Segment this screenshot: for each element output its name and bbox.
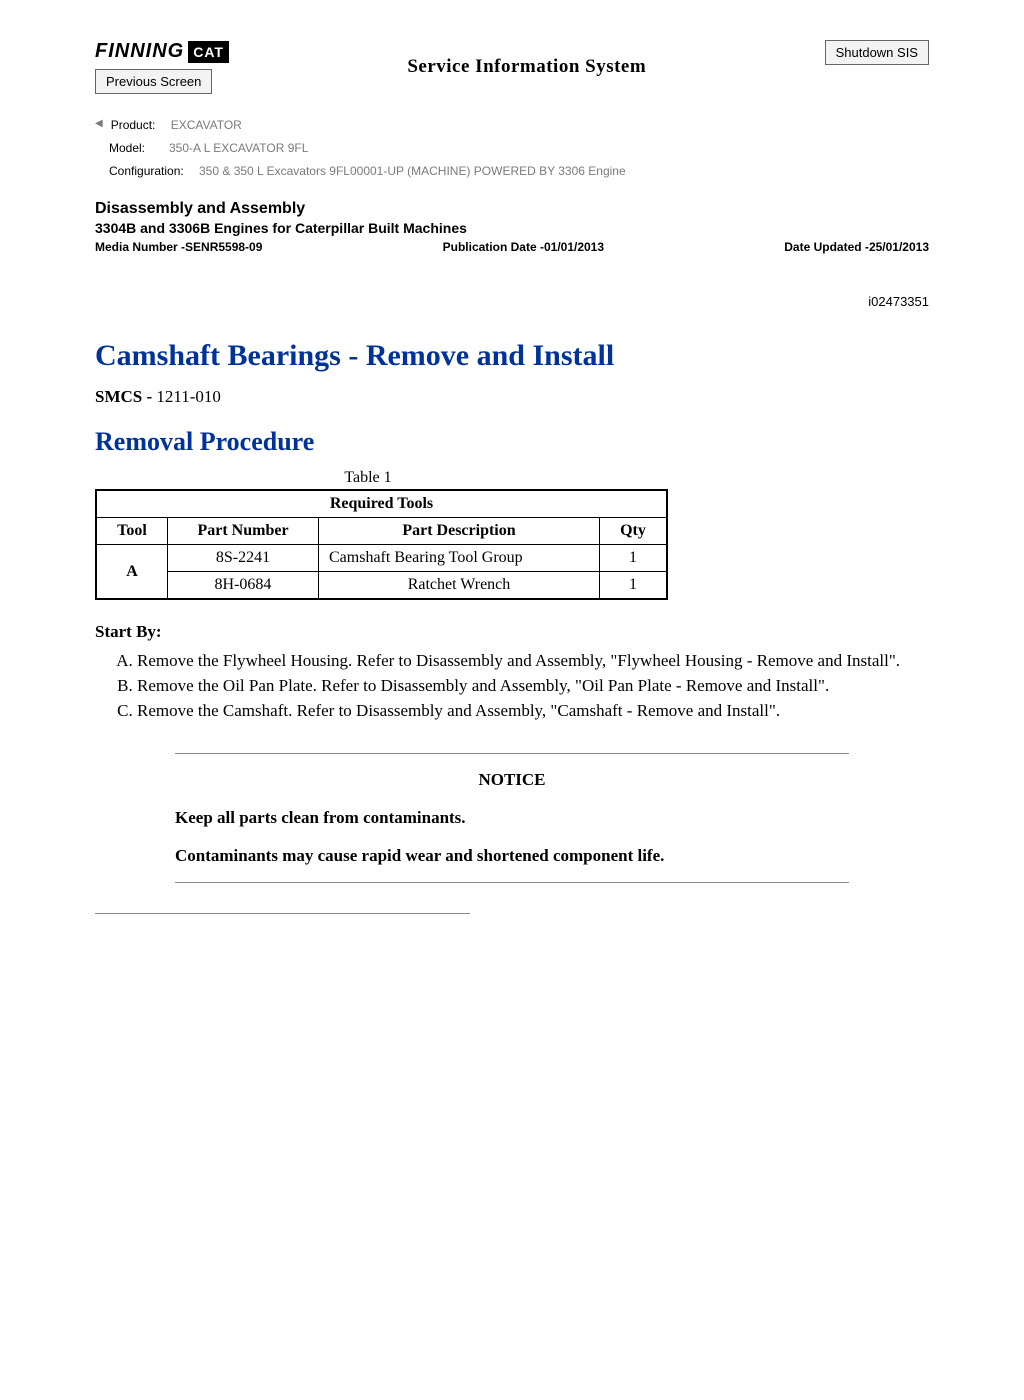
cell-qty: 1 [600,572,668,600]
cell-tool: A [96,545,168,600]
th-desc: Part Description [319,518,600,545]
logo: FINNING CAT [95,40,229,63]
list-item: Remove the Camshaft. Refer to Disassembl… [137,700,929,723]
cell-qty: 1 [600,545,668,572]
top-bar: FINNING CAT Previous Screen Service Info… [95,40,929,94]
meta-row-model: Model: 350-A L EXCAVATOR 9FL [109,137,929,160]
logo-block: FINNING CAT Previous Screen [95,40,229,94]
meta-block: ◀ Product: EXCAVATOR Model: 350-A L EXCA… [95,114,929,182]
smcs-line: SMCS - 1211-010 [95,387,929,407]
back-arrow-icon: ◀ [95,114,103,137]
sub-heading: Removal Procedure [95,427,929,457]
doc-title: Disassembly and Assembly [95,200,929,218]
previous-screen-button[interactable]: Previous Screen [95,69,212,94]
th-qty: Qty [600,518,668,545]
notice-block: NOTICE Keep all parts clean from contami… [175,753,849,883]
table-title: Required Tools [96,490,667,518]
required-tools-table: Required Tools Tool Part Number Part Des… [95,489,668,600]
th-tool: Tool [96,518,168,545]
media-number: Media Number -SENR5598-09 [95,240,262,254]
notice-title: NOTICE [175,770,849,790]
list-item: Remove the Flywheel Housing. Refer to Di… [137,650,929,673]
logo-text: FINNING [95,40,184,63]
meta-row-config: Configuration: 350 & 350 L Excavators 9F… [109,160,929,183]
start-by-label: Start By: [95,622,929,642]
meta-config-label: Configuration: [109,160,193,183]
meta-product-value: EXCAVATOR [171,114,242,137]
list-item: Remove the Oil Pan Plate. Refer to Disas… [137,675,929,698]
doc-subtitle: 3304B and 3306B Engines for Caterpillar … [95,220,929,236]
main-heading: Camshaft Bearings - Remove and Install [95,339,929,373]
notice-divider-top [175,753,849,754]
shutdown-sis-button[interactable]: Shutdown SIS [825,40,929,65]
meta-product-label: Product: [111,114,165,137]
page-divider [95,913,470,914]
doc-id: i02473351 [95,294,929,309]
publication-date: Publication Date -01/01/2013 [443,240,604,254]
notice-line2: Contaminants may cause rapid wear and sh… [175,844,849,868]
meta-model-label: Model: [109,137,163,160]
table-row: A 8S-2241 Camshaft Bearing Tool Group 1 [96,545,667,572]
cell-partnum: 8S-2241 [168,545,319,572]
required-tools-table-wrap: Table 1 Required Tools Tool Part Number … [95,469,929,600]
notice-line1: Keep all parts clean from contaminants. [175,806,849,830]
table-caption: Table 1 [95,469,641,487]
notice-divider-bottom [175,882,849,883]
table-header-row: Tool Part Number Part Description Qty [96,518,667,545]
publication-row: Media Number -SENR5598-09 Publication Da… [95,240,929,254]
smcs-value: 1211-010 [156,387,221,406]
sis-title: Service Information System [407,56,646,78]
meta-model-value: 350-A L EXCAVATOR 9FL [169,137,308,160]
logo-box: CAT [188,41,229,63]
th-partnum: Part Number [168,518,319,545]
smcs-label: SMCS - [95,387,156,406]
table-title-row: Required Tools [96,490,667,518]
table-row: 8H-0684 Ratchet Wrench 1 [96,572,667,600]
meta-config-value: 350 & 350 L Excavators 9FL00001-UP (MACH… [199,160,626,183]
start-by-steps: Remove the Flywheel Housing. Refer to Di… [95,650,929,723]
cell-desc: Ratchet Wrench [319,572,600,600]
date-updated: Date Updated -25/01/2013 [784,240,929,254]
meta-row-product: ◀ Product: EXCAVATOR [95,114,929,137]
cell-partnum: 8H-0684 [168,572,319,600]
cell-desc: Camshaft Bearing Tool Group [319,545,600,572]
